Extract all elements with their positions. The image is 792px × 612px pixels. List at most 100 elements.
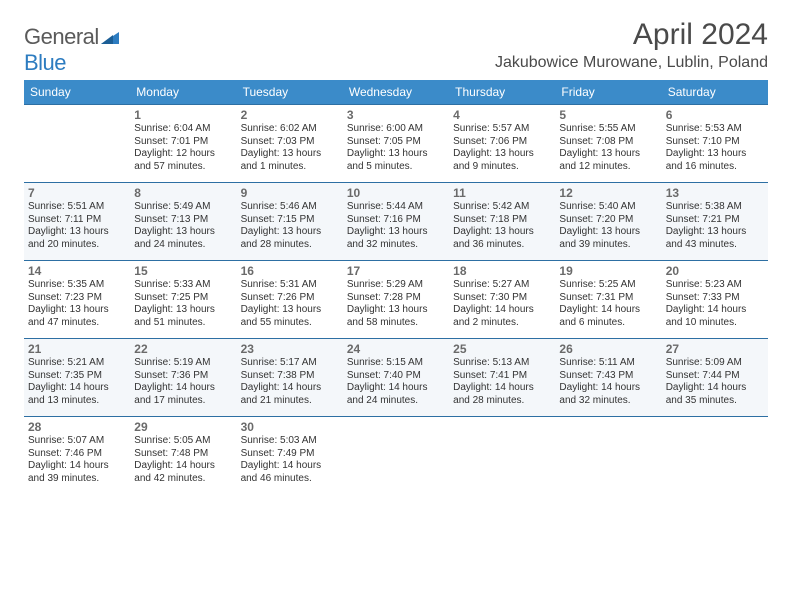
calendar-cell: 21Sunrise: 5:21 AMSunset: 7:35 PMDayligh… (24, 338, 130, 416)
day-info: Sunrise: 5:23 AMSunset: 7:33 PMDaylight:… (666, 279, 764, 329)
day-number: 22 (134, 342, 232, 356)
calendar-cell: 28Sunrise: 5:07 AMSunset: 7:46 PMDayligh… (24, 416, 130, 494)
calendar-cell: 15Sunrise: 5:33 AMSunset: 7:25 PMDayligh… (130, 260, 236, 338)
day-info: Sunrise: 5:35 AMSunset: 7:23 PMDaylight:… (28, 279, 126, 329)
calendar-cell: 27Sunrise: 5:09 AMSunset: 7:44 PMDayligh… (662, 338, 768, 416)
calendar-cell: 2Sunrise: 6:02 AMSunset: 7:03 PMDaylight… (237, 104, 343, 182)
calendar-cell: 13Sunrise: 5:38 AMSunset: 7:21 PMDayligh… (662, 182, 768, 260)
day-info: Sunrise: 5:03 AMSunset: 7:49 PMDaylight:… (241, 435, 339, 485)
calendar-cell: 25Sunrise: 5:13 AMSunset: 7:41 PMDayligh… (449, 338, 555, 416)
calendar-cell: 26Sunrise: 5:11 AMSunset: 7:43 PMDayligh… (555, 338, 661, 416)
day-number: 23 (241, 342, 339, 356)
logo-text: GeneralBlue (24, 24, 119, 76)
day-number: 6 (666, 108, 764, 122)
day-number: 17 (347, 264, 445, 278)
day-number: 5 (559, 108, 657, 122)
logo-part2: Blue (24, 50, 66, 75)
logo: GeneralBlue (24, 18, 119, 76)
day-number: 3 (347, 108, 445, 122)
day-info: Sunrise: 5:19 AMSunset: 7:36 PMDaylight:… (134, 357, 232, 407)
day-number: 26 (559, 342, 657, 356)
day-info: Sunrise: 6:02 AMSunset: 7:03 PMDaylight:… (241, 123, 339, 173)
day-number: 28 (28, 420, 126, 434)
calendar-cell: 6Sunrise: 5:53 AMSunset: 7:10 PMDaylight… (662, 104, 768, 182)
calendar-cell (449, 416, 555, 494)
calendar-cell (24, 104, 130, 182)
day-number: 8 (134, 186, 232, 200)
day-number: 1 (134, 108, 232, 122)
calendar-cell: 20Sunrise: 5:23 AMSunset: 7:33 PMDayligh… (662, 260, 768, 338)
weekday-wednesday: Wednesday (343, 80, 449, 104)
calendar-cell: 9Sunrise: 5:46 AMSunset: 7:15 PMDaylight… (237, 182, 343, 260)
calendar-cell (662, 416, 768, 494)
calendar-cell: 22Sunrise: 5:19 AMSunset: 7:36 PMDayligh… (130, 338, 236, 416)
logo-triangle-icon (101, 24, 119, 50)
day-info: Sunrise: 5:57 AMSunset: 7:06 PMDaylight:… (453, 123, 551, 173)
day-info: Sunrise: 5:11 AMSunset: 7:43 PMDaylight:… (559, 357, 657, 407)
weekday-friday: Friday (555, 80, 661, 104)
day-number: 30 (241, 420, 339, 434)
calendar-cell: 1Sunrise: 6:04 AMSunset: 7:01 PMDaylight… (130, 104, 236, 182)
calendar-cell: 11Sunrise: 5:42 AMSunset: 7:18 PMDayligh… (449, 182, 555, 260)
day-info: Sunrise: 5:21 AMSunset: 7:35 PMDaylight:… (28, 357, 126, 407)
day-number: 25 (453, 342, 551, 356)
day-info: Sunrise: 5:27 AMSunset: 7:30 PMDaylight:… (453, 279, 551, 329)
weekday-saturday: Saturday (662, 80, 768, 104)
calendar-cell: 5Sunrise: 5:55 AMSunset: 7:08 PMDaylight… (555, 104, 661, 182)
day-number: 16 (241, 264, 339, 278)
logo-part1: General (24, 24, 99, 49)
day-info: Sunrise: 5:29 AMSunset: 7:28 PMDaylight:… (347, 279, 445, 329)
day-info: Sunrise: 5:25 AMSunset: 7:31 PMDaylight:… (559, 279, 657, 329)
calendar-cell: 16Sunrise: 5:31 AMSunset: 7:26 PMDayligh… (237, 260, 343, 338)
calendar-cell: 3Sunrise: 6:00 AMSunset: 7:05 PMDaylight… (343, 104, 449, 182)
day-info: Sunrise: 5:07 AMSunset: 7:46 PMDaylight:… (28, 435, 126, 485)
day-info: Sunrise: 5:33 AMSunset: 7:25 PMDaylight:… (134, 279, 232, 329)
day-info: Sunrise: 5:42 AMSunset: 7:18 PMDaylight:… (453, 201, 551, 251)
day-info: Sunrise: 5:55 AMSunset: 7:08 PMDaylight:… (559, 123, 657, 173)
weekday-monday: Monday (130, 80, 236, 104)
day-info: Sunrise: 5:53 AMSunset: 7:10 PMDaylight:… (666, 123, 764, 173)
day-number: 18 (453, 264, 551, 278)
day-number: 27 (666, 342, 764, 356)
day-number: 29 (134, 420, 232, 434)
calendar-cell: 23Sunrise: 5:17 AMSunset: 7:38 PMDayligh… (237, 338, 343, 416)
calendar-cell: 17Sunrise: 5:29 AMSunset: 7:28 PMDayligh… (343, 260, 449, 338)
calendar-cell: 4Sunrise: 5:57 AMSunset: 7:06 PMDaylight… (449, 104, 555, 182)
calendar-cell: 14Sunrise: 5:35 AMSunset: 7:23 PMDayligh… (24, 260, 130, 338)
day-info: Sunrise: 5:46 AMSunset: 7:15 PMDaylight:… (241, 201, 339, 251)
day-info: Sunrise: 5:40 AMSunset: 7:20 PMDaylight:… (559, 201, 657, 251)
weekday-thursday: Thursday (449, 80, 555, 104)
calendar-cell: 12Sunrise: 5:40 AMSunset: 7:20 PMDayligh… (555, 182, 661, 260)
day-number: 10 (347, 186, 445, 200)
day-info: Sunrise: 6:00 AMSunset: 7:05 PMDaylight:… (347, 123, 445, 173)
calendar-cell: 19Sunrise: 5:25 AMSunset: 7:31 PMDayligh… (555, 260, 661, 338)
calendar-cell: 29Sunrise: 5:05 AMSunset: 7:48 PMDayligh… (130, 416, 236, 494)
header: GeneralBlue April 2024 Jakubowice Murowa… (24, 18, 768, 76)
location: Jakubowice Murowane, Lublin, Poland (495, 54, 768, 72)
calendar-cell: 8Sunrise: 5:49 AMSunset: 7:13 PMDaylight… (130, 182, 236, 260)
calendar-cell (343, 416, 449, 494)
day-number: 12 (559, 186, 657, 200)
day-number: 20 (666, 264, 764, 278)
day-number: 14 (28, 264, 126, 278)
calendar-cell: 18Sunrise: 5:27 AMSunset: 7:30 PMDayligh… (449, 260, 555, 338)
day-number: 24 (347, 342, 445, 356)
calendar-cell: 7Sunrise: 5:51 AMSunset: 7:11 PMDaylight… (24, 182, 130, 260)
day-number: 11 (453, 186, 551, 200)
calendar-cell (555, 416, 661, 494)
day-info: Sunrise: 5:15 AMSunset: 7:40 PMDaylight:… (347, 357, 445, 407)
day-info: Sunrise: 5:38 AMSunset: 7:21 PMDaylight:… (666, 201, 764, 251)
day-info: Sunrise: 5:31 AMSunset: 7:26 PMDaylight:… (241, 279, 339, 329)
day-number: 9 (241, 186, 339, 200)
day-number: 13 (666, 186, 764, 200)
day-number: 7 (28, 186, 126, 200)
day-number: 19 (559, 264, 657, 278)
weekday-sunday: Sunday (24, 80, 130, 104)
weekday-tuesday: Tuesday (237, 80, 343, 104)
month-title: April 2024 (495, 18, 768, 52)
day-info: Sunrise: 5:13 AMSunset: 7:41 PMDaylight:… (453, 357, 551, 407)
day-info: Sunrise: 5:09 AMSunset: 7:44 PMDaylight:… (666, 357, 764, 407)
day-number: 15 (134, 264, 232, 278)
day-number: 4 (453, 108, 551, 122)
day-info: Sunrise: 5:44 AMSunset: 7:16 PMDaylight:… (347, 201, 445, 251)
